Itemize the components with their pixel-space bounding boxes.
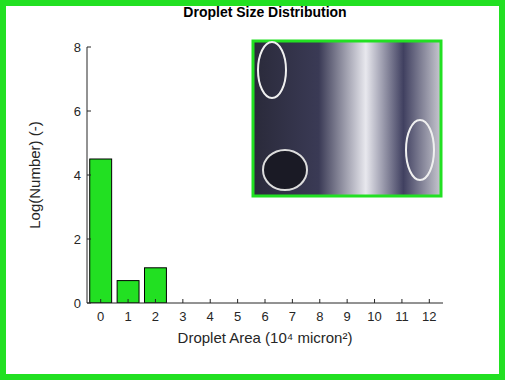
x-tick-label: 12 [422,309,436,324]
x-tick [374,299,375,303]
x-tick [210,299,211,303]
y-tick [87,175,91,176]
x-tick-label: 10 [367,309,381,324]
x-tick-label: 2 [152,309,159,324]
x-tick-label: 6 [261,309,268,324]
x-tick [401,299,402,303]
x-tick [100,299,101,303]
y-tick-label: 0 [74,296,81,311]
y-tick [87,239,91,240]
x-tick-label: 1 [124,309,131,324]
inset-image [253,41,441,196]
y-tick-label: 6 [74,104,81,119]
bar [90,159,112,303]
y-tick [87,111,91,112]
y-tick [87,303,91,304]
y-tick-label: 8 [74,40,81,55]
x-tick-label: 9 [344,309,351,324]
x-tick [347,299,348,303]
y-axis-title: Log(Number) (-) [26,121,43,229]
x-tick-label: 0 [97,309,104,324]
y-tick-label: 4 [74,168,81,183]
x-tick-label: 4 [207,309,214,324]
inset-droplet [406,120,434,180]
x-tick-label: 5 [234,309,241,324]
x-axis-title: Droplet Area (10⁴ micron²) [178,329,353,346]
inset-droplet [263,150,307,190]
x-tick-label: 8 [316,309,323,324]
x-tick-label: 7 [289,309,296,324]
bar [145,268,167,303]
title: Droplet Size Distribution [183,4,346,20]
y-tick [87,47,91,48]
y-tick-label: 2 [74,232,81,247]
x-tick-label: 3 [179,309,186,324]
outer-frame [3,3,502,377]
x-tick [128,299,129,303]
x-tick [265,299,266,303]
x-tick-label: 11 [395,309,409,324]
x-tick [429,299,430,303]
x-tick [319,299,320,303]
bars [90,159,167,303]
bar [117,281,139,303]
x-tick [182,299,183,303]
x-tick [237,299,238,303]
inset-droplet [258,42,286,98]
x-tick [155,299,156,303]
x-tick [292,299,293,303]
